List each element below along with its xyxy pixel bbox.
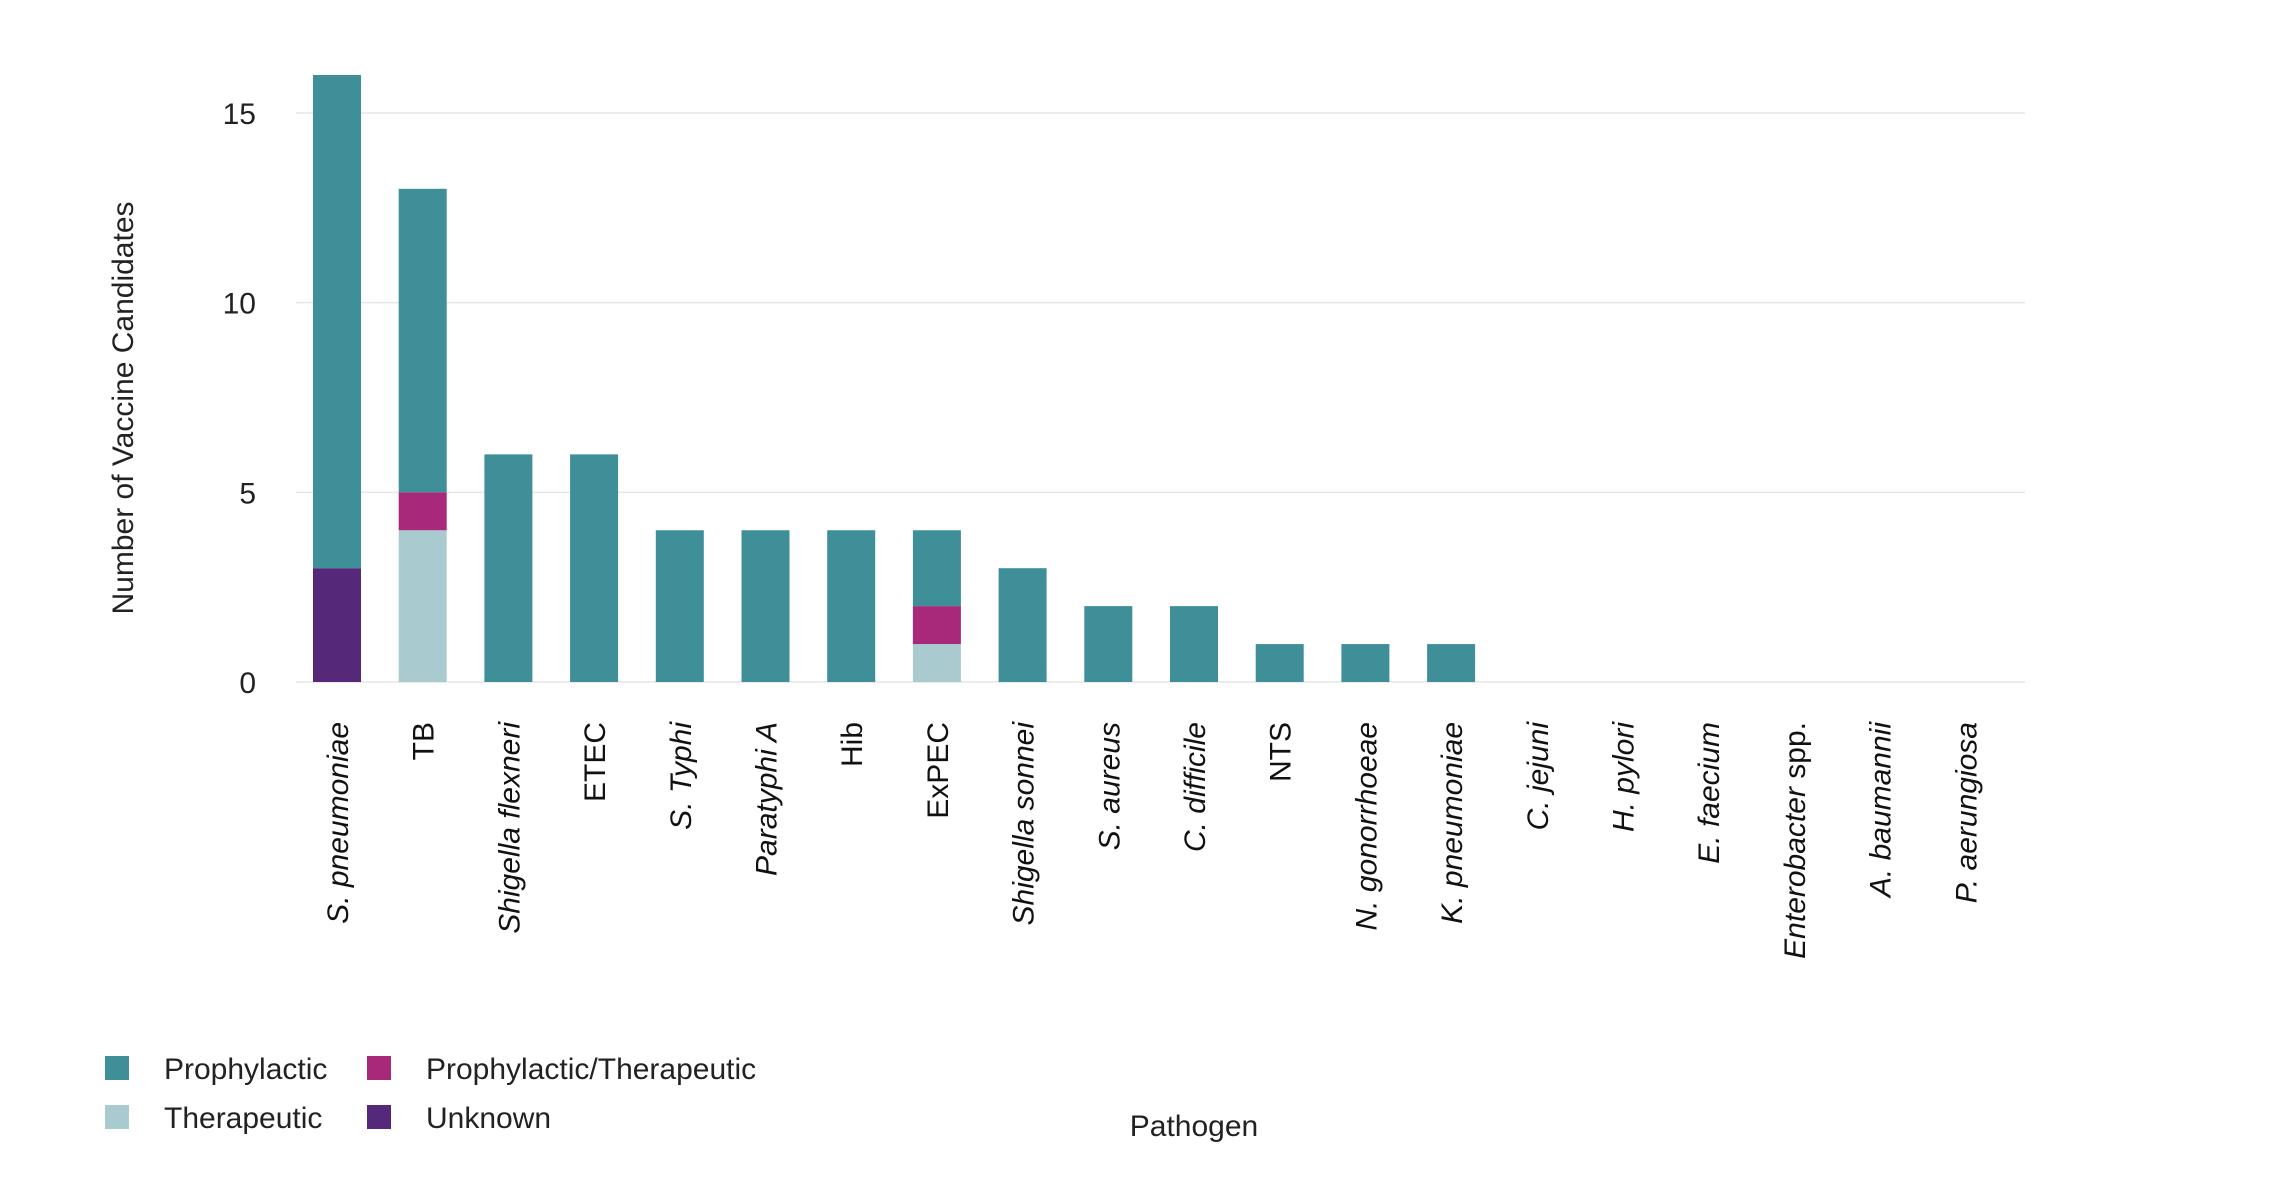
x-category-label: C. jejuni	[1522, 721, 1555, 831]
bar-segment-prophylactic-7	[912, 530, 961, 607]
bar-segment-prophylactic-8	[998, 568, 1047, 682]
category-italic-part: A. baumannii	[1865, 721, 1898, 899]
y-tick-label: 10	[223, 288, 256, 321]
bar-segment-prophylactic-12	[1341, 644, 1390, 682]
category-italic-part: P. aerungiosa	[1950, 722, 1983, 903]
x-category-label: S. Typhi	[665, 721, 698, 830]
x-category-label: Paratyphi A	[751, 722, 784, 876]
category-plain-part: NTS	[1265, 722, 1298, 782]
y-axis-title: Number of Vaccine Candidates	[107, 202, 140, 615]
bar-segment-prophylactic-6	[827, 530, 876, 682]
category-italic-part: K. pneumoniae	[1436, 722, 1469, 924]
bar-segment-prophylactic-0	[313, 75, 361, 569]
bar-segment-therapeutic-7	[912, 644, 961, 682]
category-italic-part: Enterobacter	[1779, 786, 1812, 959]
x-category-label: TB	[408, 722, 441, 760]
legend-swatch-therapeutic	[105, 1105, 129, 1129]
x-category-label: N. gonorrhoeae	[1350, 722, 1383, 930]
x-category-label: P. aerungiosa	[1950, 722, 1983, 903]
x-category-label: Shigella sonnei	[1008, 721, 1041, 926]
x-category-label: C. difficile	[1179, 722, 1212, 852]
category-italic-part: N. gonorrhoeae	[1350, 722, 1383, 930]
category-italic-part: C. jejuni	[1522, 721, 1555, 831]
legend-swatch-unknown	[367, 1105, 391, 1129]
legend-label: Prophylactic/Therapeutic	[426, 1053, 756, 1086]
category-italic-part: E. faecium	[1693, 722, 1726, 864]
bar-segment-prophylactic-9	[1084, 606, 1133, 682]
category-italic-part: C. difficile	[1179, 722, 1212, 852]
category-plain-part: spp.	[1779, 722, 1812, 787]
category-italic-part: S. aureus	[1093, 722, 1126, 850]
category-italic-part: S. Typhi	[665, 721, 698, 830]
category-italic-part: Shigella flexneri	[493, 721, 526, 934]
category-plain-part: ExPEC	[922, 722, 955, 819]
bar-segment-prophylactic-4	[655, 530, 704, 682]
bar-segment-therapeutic-1	[398, 530, 447, 682]
y-tick-label: 15	[223, 98, 256, 131]
bar-segment-prophylactic-therapeutic-1	[398, 492, 447, 531]
x-category-label: Enterobacter spp.	[1779, 722, 1812, 959]
y-tick-label: 0	[239, 667, 256, 700]
y-axis-ticks: 0 5 10 15	[223, 98, 256, 700]
bar-segment-prophylactic-3	[570, 454, 619, 682]
x-category-label: E. faecium	[1693, 722, 1726, 864]
x-category-label: S. aureus	[1093, 722, 1126, 850]
bar-segment-unknown-0	[313, 568, 361, 682]
gridlines	[296, 112, 2025, 683]
y-tick-label: 5	[239, 477, 256, 510]
bar-segment-prophylactic-2	[484, 454, 533, 682]
category-italic-part: H. pylori	[1608, 721, 1641, 832]
x-axis-categories: S. pneumoniae TB Shigella flexneri ETEC S. T…	[322, 721, 1983, 959]
legend-label: Unknown	[426, 1102, 551, 1135]
bar-segment-prophylactic-13	[1427, 644, 1476, 682]
x-category-label: Shigella flexneri	[493, 721, 526, 934]
legend-swatch-prophylactic	[105, 1056, 129, 1080]
x-category-label: A. baumannii	[1865, 721, 1898, 899]
category-italic-part: S. pneumoniae	[322, 722, 355, 924]
x-category-label: H. pylori	[1608, 721, 1641, 832]
x-category-label: S. pneumoniae	[322, 722, 355, 924]
x-category-label: K. pneumoniae	[1436, 722, 1469, 924]
legend-swatch-prophylactic-therapeutic	[367, 1056, 391, 1080]
bar-segment-prophylactic-11	[1255, 644, 1304, 682]
x-category-label: Hib	[836, 722, 869, 767]
x-axis-title: Pathogen	[1130, 1110, 1258, 1143]
category-italic-part: Paratyphi A	[751, 722, 784, 876]
x-category-label: ETEC	[579, 722, 612, 802]
category-plain-part: TB	[408, 722, 441, 760]
category-italic-part: Shigella sonnei	[1008, 721, 1041, 926]
legend-label: Prophylactic	[164, 1053, 327, 1086]
bars	[313, 75, 1476, 682]
category-plain-part: ETEC	[579, 722, 612, 802]
bar-segment-prophylactic-10	[1170, 606, 1218, 682]
bar-segment-prophylactic-5	[741, 530, 790, 682]
category-plain-part: Hib	[836, 722, 869, 767]
legend-label: Therapeutic	[164, 1102, 322, 1135]
x-category-label: ExPEC	[922, 722, 955, 819]
x-category-label: NTS	[1265, 722, 1298, 782]
bar-segment-prophylactic-1	[398, 188, 447, 493]
bar-segment-prophylactic-therapeutic-7	[912, 606, 961, 645]
legend: Prophylactic Prophylactic/Therapeutic Ther…	[105, 1053, 756, 1135]
